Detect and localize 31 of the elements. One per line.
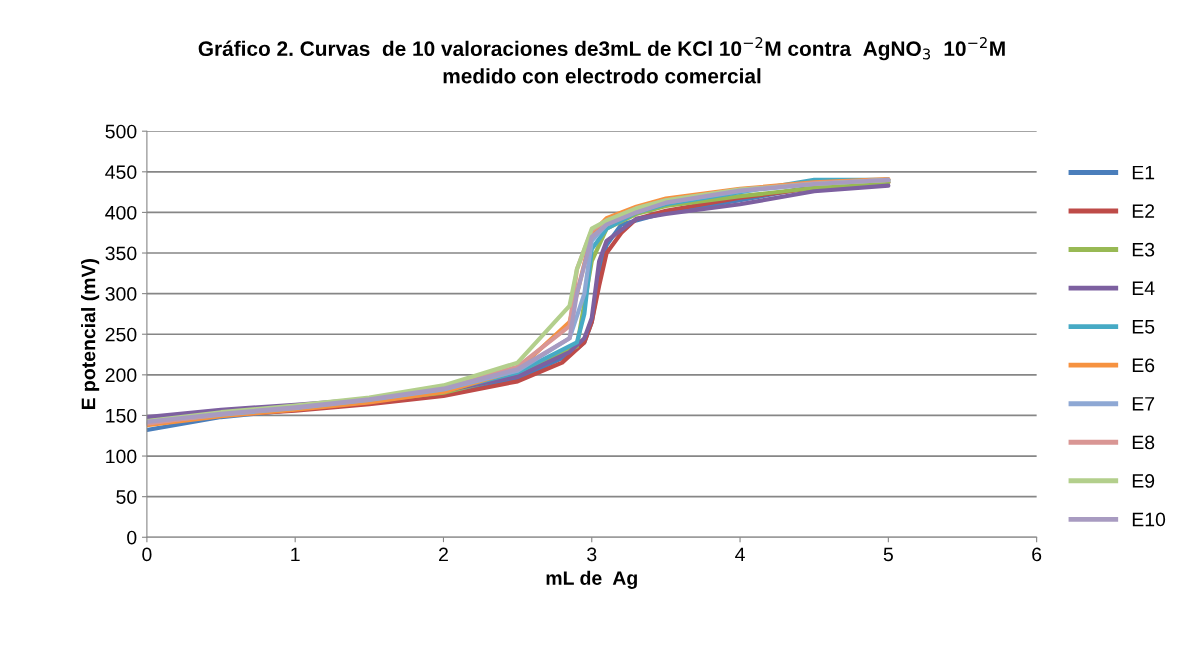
chart-title: Gráfico 2. Curvas de 10 valoraciones de3mL de KCl 10$^{−2}$M contra AgNO$_{3}$ 10$^{−2}$M medido con electrodo comercial <box>198 37 1005 84</box>
x-tick-label: 5 <box>883 547 893 562</box>
y-tick-label: 100 <box>106 449 137 464</box>
y-tick-label: 400 <box>105 205 137 220</box>
legend-label: E6 <box>1132 358 1155 373</box>
legend-label: E2 <box>1132 204 1155 218</box>
legend-label: E10 <box>1132 512 1166 527</box>
x-tick-label: 1 <box>291 547 300 562</box>
legend-label: E7 <box>1132 397 1155 411</box>
x-tick-label: 3 <box>587 547 597 562</box>
x-axis-title: mL de Ag <box>546 570 637 589</box>
y-tick-label: 300 <box>105 287 137 301</box>
y-tick-label: 500 <box>105 124 137 139</box>
legend-label: E5 <box>1132 320 1155 334</box>
legend-label: E3 <box>1132 242 1155 257</box>
legend-label: E1 <box>1132 165 1155 180</box>
y-tick-label: 50 <box>116 490 137 504</box>
x-tick-label: 6 <box>1032 547 1042 562</box>
y-tick-label: 0 <box>127 530 137 545</box>
y-tick-label: 450 <box>105 165 137 180</box>
x-tick-label: 4 <box>735 547 745 562</box>
y-axis-title: E potencial (mV) <box>81 259 100 410</box>
x-tick-label: 2 <box>439 547 448 562</box>
y-tick-label: 250 <box>105 327 137 342</box>
x-tick-label: 0 <box>142 547 152 562</box>
y-tick-label: 200 <box>105 368 137 383</box>
legend-label: E4 <box>1132 281 1155 295</box>
y-tick-label: 350 <box>105 246 137 261</box>
y-tick-label: 150 <box>106 408 137 423</box>
legend-label: E9 <box>1132 474 1155 488</box>
legend-label: E8 <box>1132 435 1155 450</box>
